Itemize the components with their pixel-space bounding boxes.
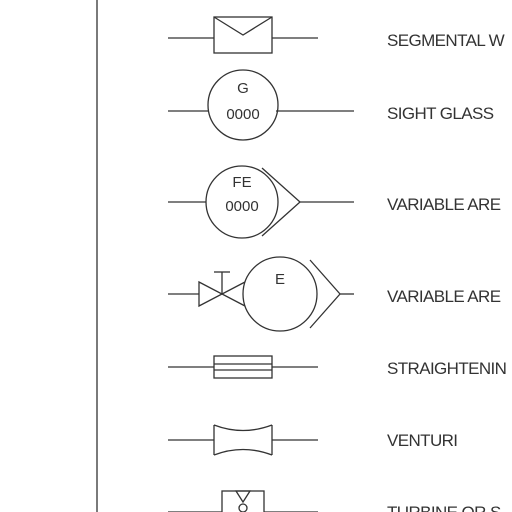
instrument-bubble [242, 256, 318, 332]
label-segmental-wedge: SEGMENTAL W [387, 31, 505, 50]
wedge-v-mark [213, 16, 273, 36]
label-sight-glass: SIGHT GLASS [387, 104, 494, 123]
label-variable-area-1: VARIABLE ARE [387, 195, 501, 214]
venturi-body [213, 424, 273, 456]
label-venturi: VENTURI [387, 431, 457, 450]
tag-letter: G [237, 80, 249, 97]
segmental-wedge-symbol [168, 16, 318, 54]
tag-letters: FE [232, 174, 251, 191]
tag-number: 0000 [225, 198, 258, 215]
instrument-bubble [207, 69, 279, 141]
tag-letter: E [275, 271, 285, 288]
instrument-bubble [205, 165, 279, 239]
valve-triangle-right [220, 280, 246, 308]
label-straightening: STRAIGHTENIN [387, 359, 506, 378]
turbine-symbol [168, 490, 318, 512]
label-variable-area-2: VARIABLE ARE [387, 287, 501, 306]
turbine-mark [234, 490, 252, 504]
sight-glass-symbol: G 0000 [168, 69, 354, 141]
variable-area-valve-symbol: E [168, 256, 354, 332]
variable-area-fe-symbol: FE 0000 [168, 165, 354, 239]
valve-triangle-left [198, 280, 224, 308]
label-turbine: TURBINE OR S [387, 503, 501, 512]
straightener-body [213, 355, 273, 379]
tag-number: 0000 [226, 106, 259, 123]
turbine-rotor [238, 503, 248, 512]
wedge-body [213, 16, 273, 54]
straightening-vanes-symbol [168, 355, 318, 379]
venturi-symbol [168, 424, 318, 456]
